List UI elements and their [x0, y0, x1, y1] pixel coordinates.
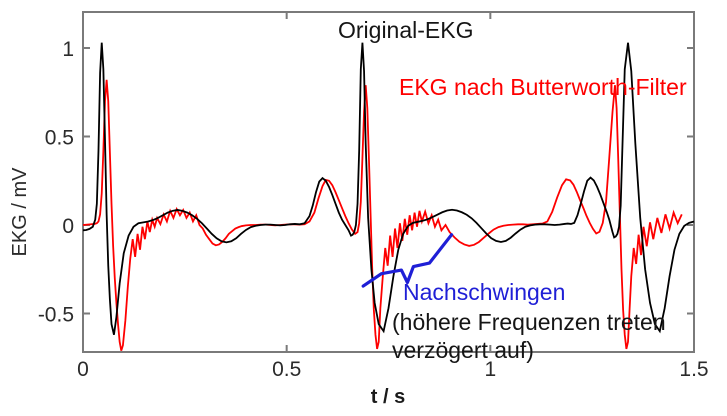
x-tick-label: 0.5	[272, 358, 301, 381]
y-tick-label: 1	[62, 38, 74, 61]
trace-butterworth-ekg	[82, 79, 683, 351]
y-tick-label: -0.5	[38, 304, 74, 327]
y-tick-label: 0	[62, 215, 74, 238]
x-axis-label: t / s	[371, 386, 405, 408]
axis-tick-labels: 0 0.5 1 1.5 1 0.5 0 -0.5	[38, 38, 709, 381]
trace-original-ekg	[82, 42, 695, 335]
y-tick-label: 0.5	[45, 127, 74, 150]
original-ekg-label: Original-EKG	[338, 17, 473, 43]
x-tick-label: 1	[484, 358, 496, 381]
nachschwingen-label: Nachschwingen	[403, 279, 565, 305]
data-traces	[82, 42, 695, 351]
nachschwingen-note-line1: (höhere Frequenzen treten	[392, 309, 666, 335]
x-tick-label: 0	[77, 358, 89, 381]
y-axis-label: EKG / mV	[9, 167, 31, 257]
x-tick-label: 1.5	[679, 358, 708, 381]
butterworth-label: EKG nach Butterworth-Filter	[399, 74, 687, 100]
nachschwingen-note-line2: verzögert auf)	[392, 337, 534, 363]
nachschwingen-brace	[361, 233, 454, 288]
